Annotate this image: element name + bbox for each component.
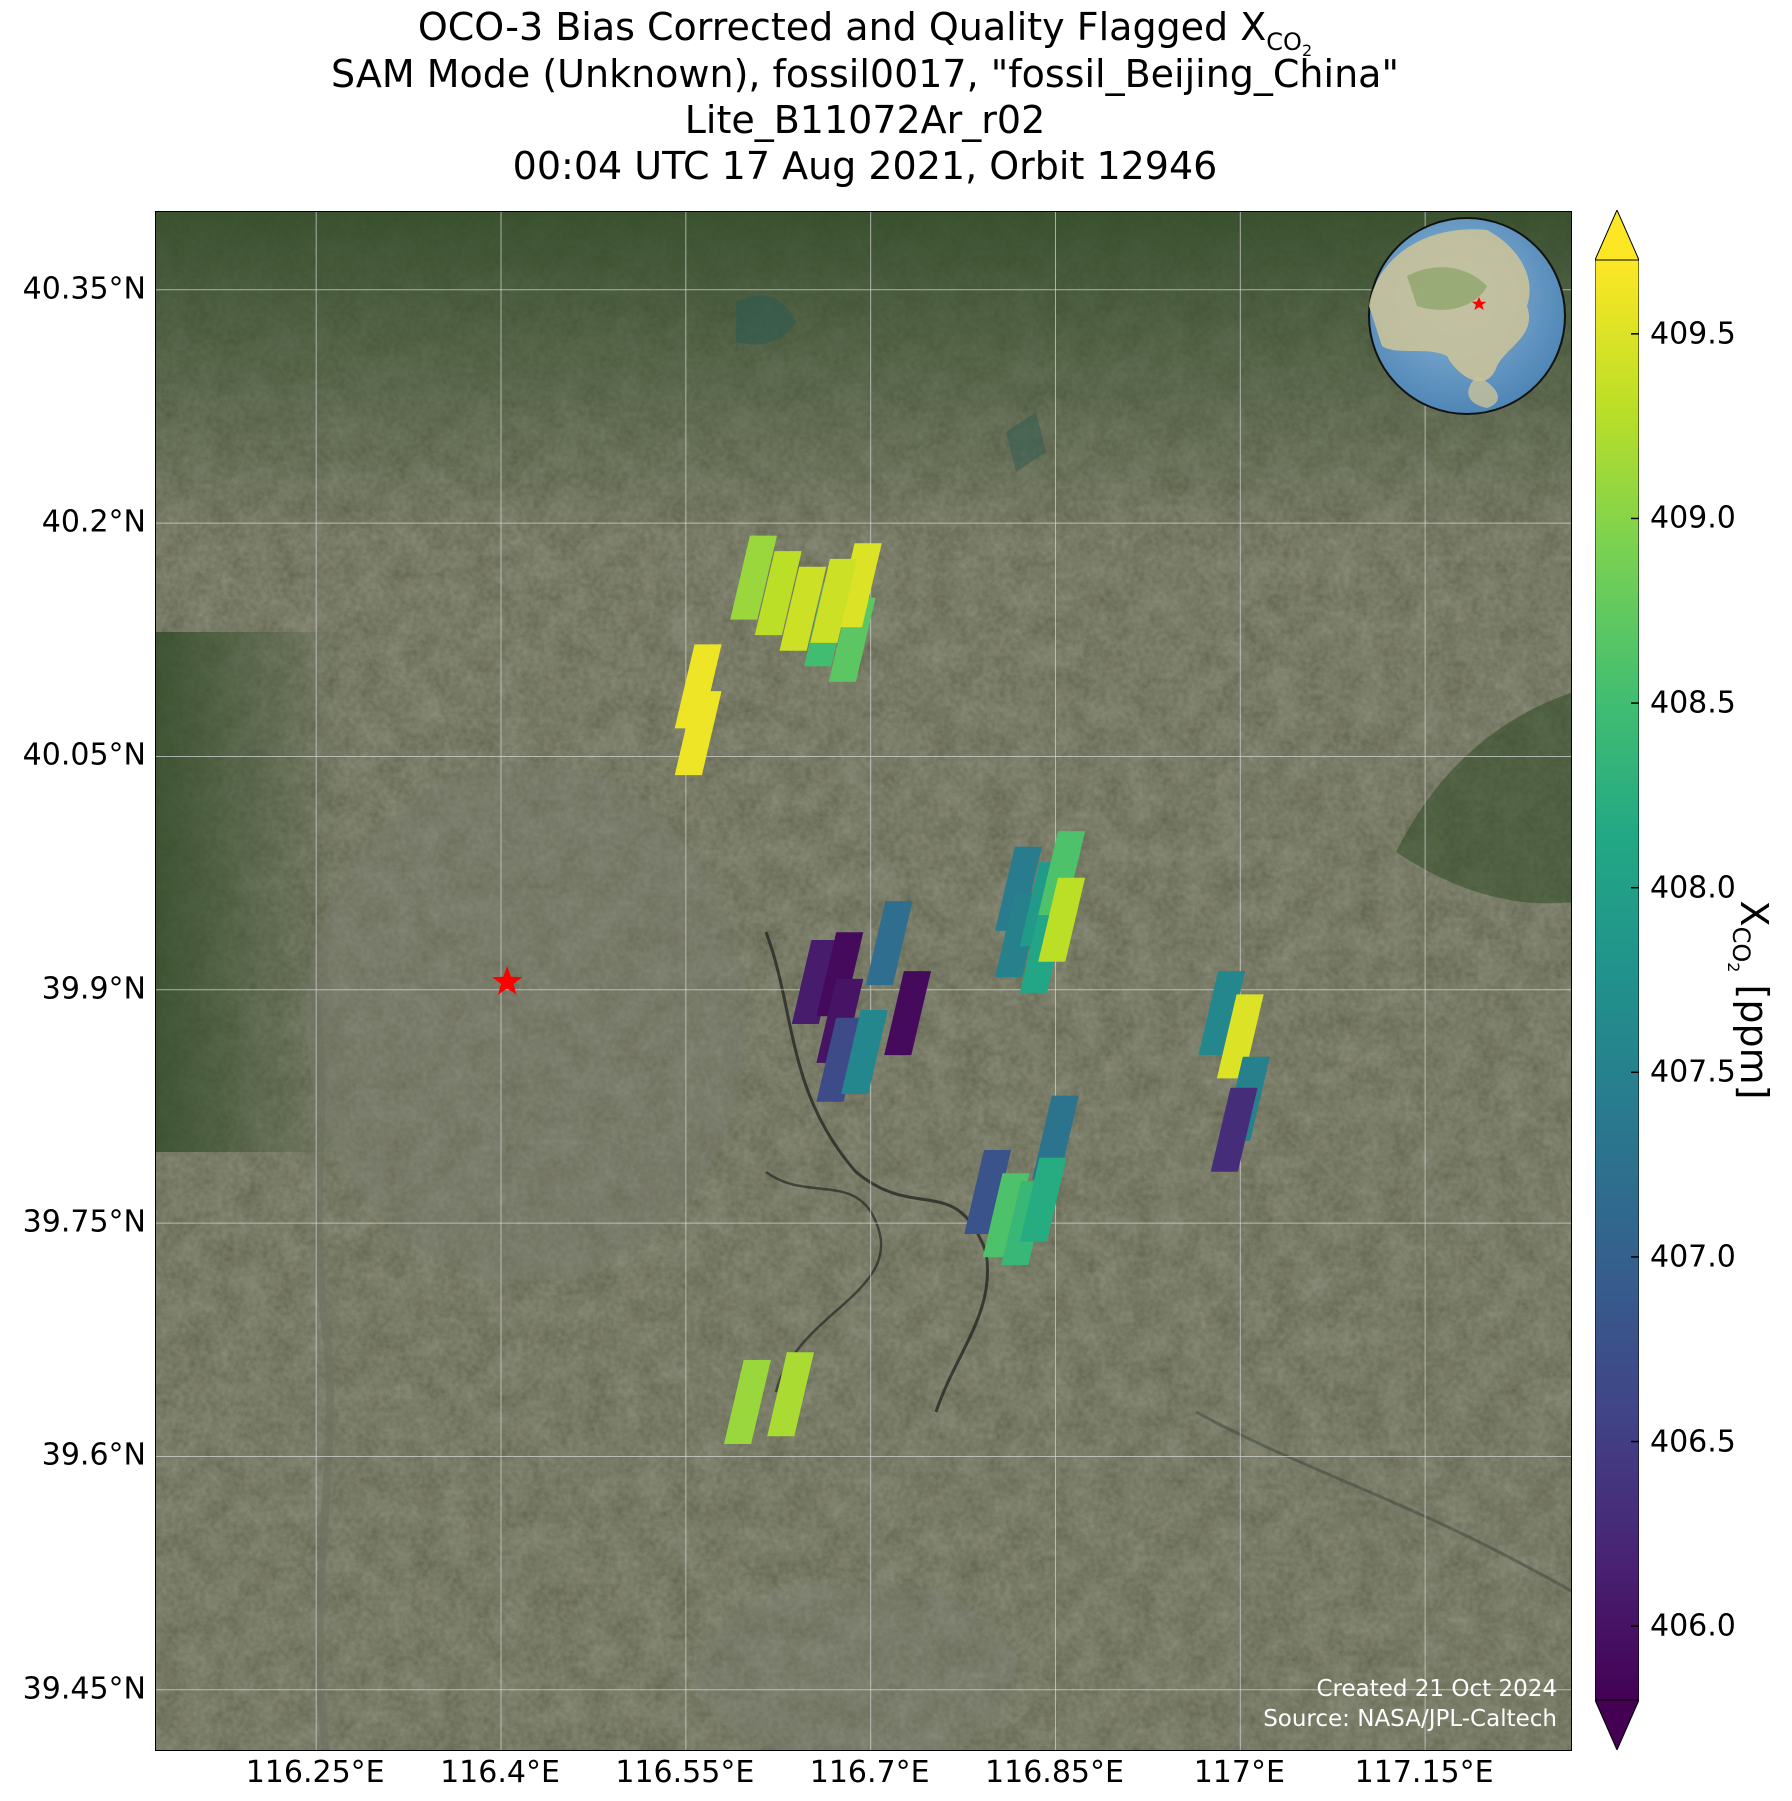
xco2-sounding-footprint: [884, 971, 931, 1056]
colorbar-extend-min: [1595, 1699, 1639, 1750]
colorbar-tick-label: 406.0: [1650, 1608, 1736, 1644]
lon-tick-label: 117.15°E: [1354, 1755, 1494, 1790]
plot-title: OCO-3 Bias Corrected and Quality Flagged…: [0, 4, 1730, 189]
xco2-sounding-footprint: [816, 932, 864, 1017]
lon-tick-label: 116.55°E: [615, 1755, 755, 1790]
lon-tick-label: 117°E: [1193, 1755, 1285, 1790]
credit-source: Source: NASA/JPL-Caltech: [1263, 1706, 1557, 1732]
colorbar-tick-label: 407.5: [1650, 1054, 1736, 1090]
colorbar: [1595, 210, 1639, 1750]
target-marker-layer: [492, 966, 523, 995]
xco2-sounding-footprint: [982, 1173, 1030, 1258]
xco2-sounding-footprint: [995, 846, 1042, 931]
colorbar-tick-label: 409.0: [1650, 500, 1736, 536]
lat-tick-label: 40.2°N: [41, 504, 146, 540]
title-line-3: Lite_B11072Ar_r02: [684, 98, 1046, 142]
xco2-sounding-footprint: [964, 1150, 1012, 1234]
xco2-sounding-footprint: [1019, 1157, 1067, 1242]
star-icon: [1471, 296, 1487, 310]
lat-tick-label: 39.9°N: [41, 971, 146, 1007]
xco2-sounding-footprint: [834, 543, 882, 628]
xco2-sounding-footprint: [1210, 1087, 1258, 1172]
satellite-basemap: [156, 212, 1571, 1750]
colorbar-tick-label: 408.0: [1650, 870, 1736, 906]
xco2-sounding-footprint: [1038, 877, 1086, 962]
lat-tick-label: 40.35°N: [22, 271, 146, 307]
globe-inset: [1368, 217, 1566, 415]
xco2-sounding-footprint: [816, 1017, 864, 1102]
colorbar-tick-label: 408.5: [1650, 685, 1736, 721]
title-line-2: SAM Mode (Unknown), fossil0017, "fossil_…: [331, 52, 1399, 96]
xco2-soundings: [674, 535, 1270, 1444]
colorbar-tick-label: 406.5: [1650, 1424, 1736, 1460]
colorbar-tick-label: 407.0: [1650, 1239, 1736, 1275]
xco2-sounding-footprint: [754, 551, 802, 636]
xco2-sounding-footprint: [674, 644, 722, 729]
xco2-sounding-footprint: [1216, 994, 1264, 1079]
title-line-4: 00:04 UTC 17 Aug 2021, Orbit 12946: [512, 144, 1218, 188]
xco2-sounding-footprint: [865, 901, 913, 986]
credit-created: Created 21 Oct 2024: [1316, 1676, 1557, 1702]
lon-tick-label: 116.85°E: [985, 1755, 1124, 1790]
lat-tick-label: 39.75°N: [22, 1204, 146, 1240]
xco2-sounding-footprint: [767, 1352, 814, 1437]
xco2-sounding-footprint: [791, 940, 839, 1024]
xco2-sounding-footprint: [730, 535, 777, 620]
lat-tick-label: 40.05°N: [22, 737, 146, 773]
colorbar-ticks: [1631, 333, 1639, 1627]
xco2-sounding-footprint: [810, 558, 858, 643]
xco2-sounding-footprint: [724, 1360, 771, 1444]
xco2-sounding-footprint: [1038, 831, 1086, 916]
lon-tick-label: 116.7°E: [809, 1755, 930, 1790]
target-star-icon: [492, 966, 523, 995]
xco2-sounding-footprint: [674, 691, 722, 776]
colorbar-title: XCO2 [ppm]: [1724, 900, 1776, 1100]
colorbar-tick-label: 409.5: [1650, 316, 1736, 352]
lon-tick-label: 116.4°E: [440, 1755, 560, 1790]
map-panel[interactable]: Created 21 Oct 2024 Source: NASA/JPL-Cal…: [155, 211, 1572, 1751]
xco2-sounding-footprint: [841, 1010, 888, 1094]
title-line-1: OCO-3 Bias Corrected and Quality Flagged…: [417, 5, 1313, 60]
lat-tick-label: 39.6°N: [41, 1437, 146, 1473]
colorbar-extend-max: [1595, 210, 1639, 261]
lat-tick-label: 39.45°N: [22, 1671, 146, 1707]
colorbar-gradient: [1595, 259, 1639, 1701]
lon-tick-label: 116.25°E: [245, 1755, 385, 1790]
xco2-sounding-footprint: [779, 566, 827, 651]
xco2-sounding-footprint: [1198, 971, 1246, 1056]
map-canvas[interactable]: [156, 212, 1572, 1751]
